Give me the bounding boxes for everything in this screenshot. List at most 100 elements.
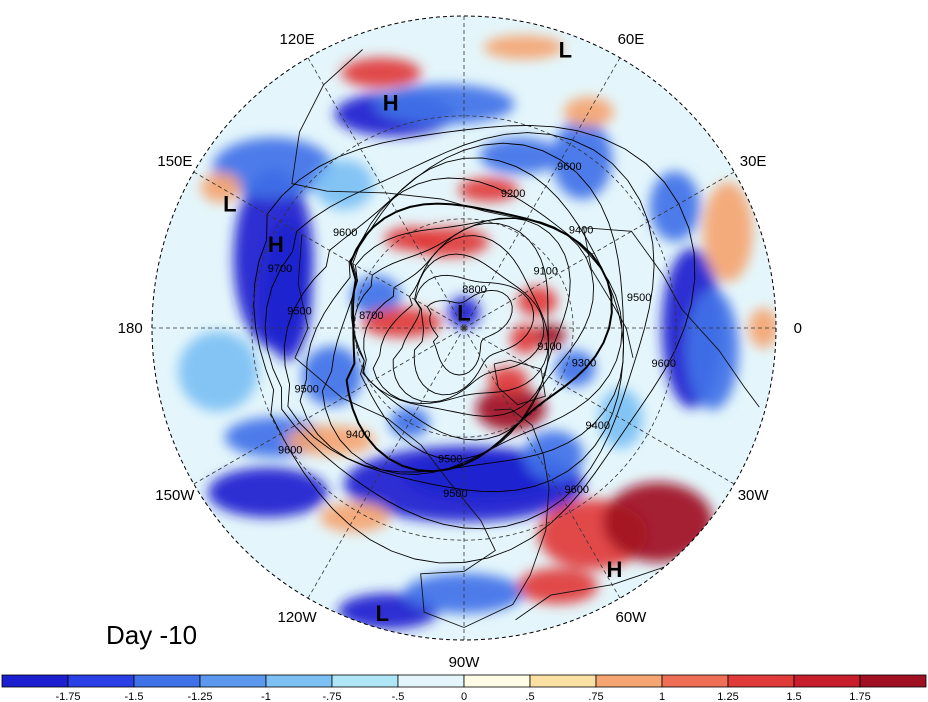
map-boundary [151,15,777,641]
low-center-label: L [457,300,470,325]
contour-label: 9400 [586,420,610,432]
coastline [493,359,546,406]
meridian [463,171,735,329]
colorbar-tick-label: .75 [588,691,603,702]
colorbar-swatch [67,674,135,688]
anomaly-blob [212,137,333,198]
colorbar-tick-label: -1.25 [187,691,212,702]
anomaly-blob [702,181,753,282]
anomaly-blob [384,226,441,251]
colorbar-swatch [331,674,399,688]
colorbar-tick-label: 1 [659,691,665,702]
contour-label: 8800 [462,284,486,296]
contour-label: 9500 [438,453,462,465]
longitude-labels: 90E 60E 30E 0 30W 60W 90W 120W 150W 180 150E 120E [118,0,802,670]
contour-label: 9500 [287,306,311,318]
anomaly-blob [555,350,596,387]
anomaly-blob [389,407,430,438]
contour-label: 9600 [278,445,302,457]
colorbar-swatch [133,674,201,688]
contour-label: 9600 [557,161,581,173]
colorbar-swatch [793,674,861,688]
contour-label: 9500 [294,383,318,395]
graticule [152,16,776,640]
colorbar-tick-label: -1 [261,691,271,702]
colorbar-tick-label: -.75 [323,691,342,702]
longitude-label: 60W [615,609,647,626]
colorbar-swatch [859,674,927,688]
anomaly-blob [313,159,374,210]
pressure-centers: L H L H L H L [223,37,622,625]
anomaly-blob [483,35,564,60]
colorbar-tick-label: .5 [525,691,534,702]
longitude-label: 150E [157,153,192,170]
anomaly-blob [598,388,643,449]
coastline [582,227,760,408]
parallel [251,115,677,541]
anomaly-blob [208,467,329,518]
meridian [193,171,465,329]
contour-label: 9600 [565,484,589,496]
anomaly-blob [563,96,614,127]
meridian [463,327,735,485]
meridian [307,57,465,329]
height-contour [345,202,613,473]
meridian [463,57,621,329]
parallel [354,218,574,438]
colorbar-tick-label: -1.75 [55,691,80,702]
colorbar-swatch [529,674,597,688]
colorbar: -1.75 -1.5 -1.25 -1 -.75 -.5 0 .5 .75 1 1.25 1.5 1.7… [1,674,927,702]
anomaly-blob [649,171,700,242]
high-center-label: H [607,557,623,582]
contour-label: 9700 [268,263,292,275]
longitude-label: 30W [738,487,770,504]
meridian [463,327,621,599]
colorbar-swatch [463,674,531,688]
coastline [294,357,496,628]
longitude-label: 120W [277,609,317,626]
colorbar-tick-label: 0 [461,691,467,702]
anomaly-blob [178,331,259,412]
anomaly-blob [517,568,598,605]
contour-label: 9200 [501,188,525,200]
high-center-label: H [383,90,399,115]
anomaly-blob [517,286,558,317]
longitude-label: 0 [794,320,802,337]
colorbar-swatch [595,674,663,688]
contour-labels: 9200 9400 9600 9100 9500 9600 9300 9100 9400 9600… [268,161,676,500]
meridian [193,327,465,485]
contour-label: 9600 [651,358,675,370]
anomaly-blob [510,323,541,354]
anomaly-blob [404,573,524,614]
polar-stereographic-map: 90E 60E 30E 0 30W 60W 90W 120W 150W 180 150E 120E L… [118,0,802,670]
longitude-label: 120E [280,31,315,48]
anomaly-blob [374,84,515,125]
anomaly-blob [285,425,376,456]
colorbar-swatch [397,674,465,688]
longitude-label: 180 [118,320,143,337]
colorbar-tick-label: -.5 [392,691,405,702]
colorbar-swatch [1,674,69,688]
low-center-label: L [223,191,236,216]
longitude-label: 60E [618,31,645,48]
height-contour [362,222,549,417]
colorbar-swatch [661,674,729,688]
high-center-label: H [268,232,284,257]
anomaly-blob [748,308,776,348]
longitude-label: 90W [449,654,481,670]
anomaly-blob [603,482,714,563]
colorbar-tick-label: -1.5 [125,691,144,702]
longitude-label: 90E [451,0,478,3]
contour-label: 9300 [572,357,596,369]
longitude-label: 30E [740,153,767,170]
anomaly-blob [479,137,560,174]
contour-label: 9400 [569,225,593,237]
contour-label: 9100 [534,266,558,278]
longitude-label: 150W [155,487,195,504]
low-center-label: L [376,601,389,626]
anomaly-blob [261,220,312,361]
contour-label: 9500 [627,292,651,304]
anomaly-blob [458,177,519,202]
colorbar-swatch [265,674,333,688]
contour-label: 9500 [443,488,467,500]
